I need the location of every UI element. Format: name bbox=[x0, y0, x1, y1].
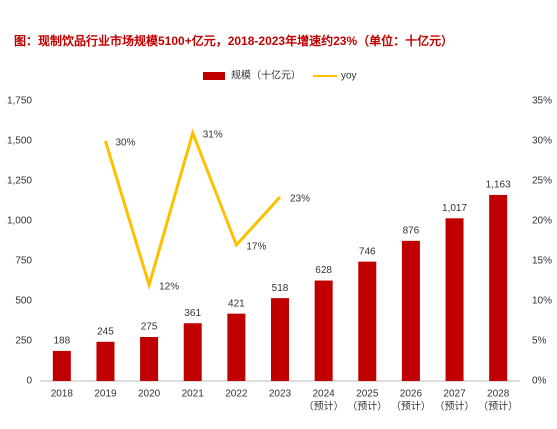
x-tick-label: （预计） bbox=[391, 400, 431, 413]
x-tick-label: 2019 bbox=[94, 389, 117, 400]
y-tick-label: 250 bbox=[15, 336, 32, 347]
bar bbox=[314, 280, 333, 381]
line-value-label: 17% bbox=[246, 242, 266, 253]
line-value-label: 30% bbox=[115, 138, 135, 149]
legend-label: yoy bbox=[341, 71, 357, 82]
x-tick-label: （预计） bbox=[347, 400, 387, 413]
y2-tick-label: 25% bbox=[532, 176, 552, 187]
x-tick-label: （预计） bbox=[435, 400, 475, 413]
bar-value-label: 421 bbox=[228, 298, 245, 309]
bar bbox=[401, 240, 420, 381]
bar bbox=[227, 313, 246, 381]
y2-tick-label: 30% bbox=[532, 136, 552, 147]
y2-tick-label: 5% bbox=[532, 336, 547, 347]
bar-value-label: 628 bbox=[315, 265, 332, 276]
y-tick-label: 750 bbox=[15, 256, 32, 267]
bar bbox=[52, 350, 71, 381]
bar bbox=[183, 323, 202, 381]
bar-value-label: 746 bbox=[359, 246, 376, 257]
x-tick-label: 2025 bbox=[356, 389, 379, 400]
bar-value-label: 876 bbox=[403, 225, 420, 236]
y-tick-label: 1,250 bbox=[7, 176, 32, 187]
x-tick-label: （预计） bbox=[304, 400, 344, 413]
bar bbox=[489, 194, 508, 381]
y-tick-label: 500 bbox=[15, 296, 32, 307]
x-tick-label: 2024 bbox=[313, 389, 336, 400]
y-tick-label: 0 bbox=[26, 376, 32, 387]
bar bbox=[445, 218, 464, 381]
chart-title: 图：现制饮品行业市场规模5100+亿元，2018-2023年增速约23%（单位：… bbox=[14, 33, 453, 48]
x-tick-label: 2026 bbox=[400, 389, 423, 400]
y2-tick-label: 35% bbox=[532, 96, 552, 107]
x-tick-label: 2028 bbox=[487, 389, 510, 400]
bar bbox=[271, 298, 289, 381]
line-value-label: 12% bbox=[159, 282, 179, 293]
x-tick-label: 2018 bbox=[51, 389, 74, 400]
x-tick-label: 2027 bbox=[443, 389, 466, 400]
y2-tick-label: 0% bbox=[532, 376, 547, 387]
x-tick-label: 2023 bbox=[269, 389, 292, 400]
legend-label: 规模（十亿元） bbox=[231, 69, 301, 82]
bar-value-label: 245 bbox=[97, 326, 114, 337]
y-tick-label: 1,750 bbox=[7, 96, 32, 107]
yoy-line bbox=[104, 128, 282, 291]
bar bbox=[358, 261, 377, 381]
x-tick-label: 2021 bbox=[182, 389, 205, 400]
y-tick-label: 1,000 bbox=[7, 216, 32, 227]
bar-value-label: 188 bbox=[53, 336, 70, 347]
bar-value-label: 518 bbox=[272, 283, 289, 294]
y2-tick-label: 15% bbox=[532, 256, 552, 267]
bar-value-label: 1,017 bbox=[442, 203, 467, 214]
bar bbox=[96, 341, 115, 381]
line-value-label: 31% bbox=[203, 130, 223, 141]
y2-tick-label: 20% bbox=[532, 216, 552, 227]
y2-tick-label: 10% bbox=[532, 296, 552, 307]
bar-value-label: 275 bbox=[141, 322, 158, 333]
x-tick-label: 2020 bbox=[138, 389, 161, 400]
y-tick-label: 1,500 bbox=[7, 136, 32, 147]
x-tick-label: 2022 bbox=[225, 389, 248, 400]
line-value-label: 23% bbox=[290, 194, 310, 205]
bar-value-label: 1,163 bbox=[486, 180, 511, 191]
bar-value-label: 361 bbox=[184, 308, 201, 319]
legend-swatch bbox=[203, 72, 225, 80]
bar bbox=[140, 337, 159, 381]
x-tick-label: （预计） bbox=[478, 400, 518, 413]
